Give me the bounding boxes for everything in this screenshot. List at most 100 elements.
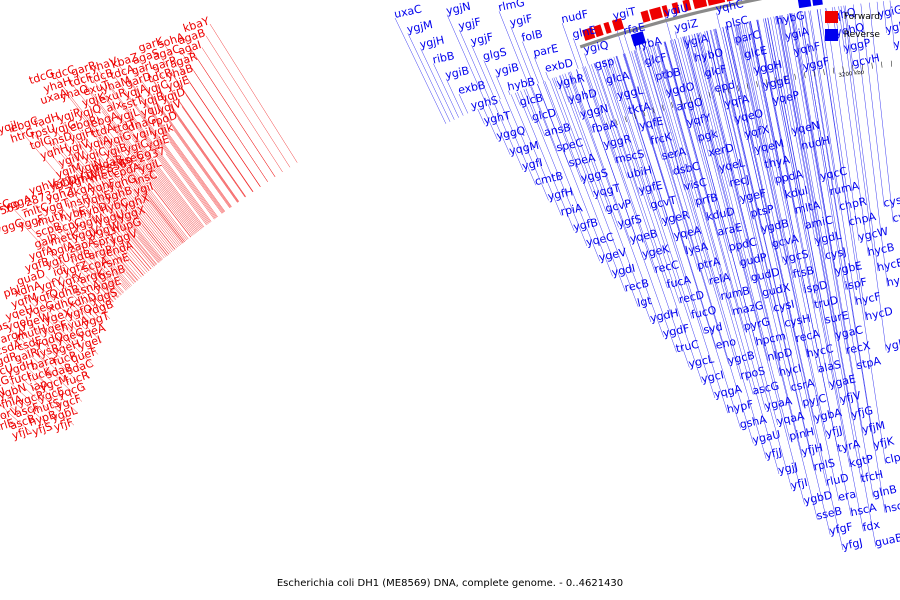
- connector-yfjM: [791, 13, 864, 434]
- connector-insH: [90, 201, 150, 271]
- connector-yqhG: [136, 181, 185, 243]
- gene-label-ygdO: ygdO: [665, 80, 697, 99]
- kbp-label-0: 3200 kbp: [838, 69, 865, 79]
- connector-ygcN: [5, 394, 15, 402]
- gene-label-glcD: glcD: [531, 106, 558, 124]
- gene-label-recB: recB: [623, 277, 650, 295]
- gene-label-yggQ: yggQ: [495, 124, 527, 143]
- connector-pyjC: [715, 28, 804, 407]
- gene-label-gcvP: gcvP: [604, 197, 633, 215]
- connector-yqeH: [33, 311, 68, 346]
- connector-yfjJ: [738, 23, 827, 437]
- gene-label-ubiH: ubiH: [626, 163, 653, 181]
- gene-label-rpoS: rpoS: [739, 364, 766, 382]
- connector-glnE: [573, 38, 584, 68]
- connector-cysI: [706, 30, 775, 312]
- connector-hycF: [809, 10, 857, 306]
- connector-yqeM: [727, 26, 756, 154]
- gene-label-stpA: stpA: [855, 354, 882, 372]
- connector-ygcL: [585, 66, 690, 368]
- connector-yqiG: [131, 138, 202, 230]
- connector-yqhF: [115, 185, 171, 254]
- connector-folB: [522, 41, 539, 84]
- connector-hybO: [688, 35, 696, 62]
- gene-label-yqfA: yqfA: [723, 92, 751, 110]
- connector-yggX: [145, 212, 176, 250]
- gene-label-ygfS: ygfS: [616, 213, 643, 231]
- gene-label-ygbD: ygbD: [803, 489, 834, 508]
- connector-yghT: [477, 108, 485, 125]
- connector-fucK: [45, 367, 53, 375]
- connector-insC: [157, 177, 199, 232]
- gene-label-ptsP: ptsP: [749, 202, 775, 220]
- connector-ygcF: [45, 366, 83, 402]
- connector-ebgA: [118, 118, 203, 229]
- connector-thyA: [734, 24, 766, 169]
- connector-hycH: [853, 4, 888, 287]
- connector-ygiZ: [674, 31, 678, 39]
- gene-label-ygiZ: ygiZ: [673, 17, 700, 35]
- connector-ygfZ: [87, 268, 117, 300]
- gene-label-parC: parC: [733, 28, 761, 46]
- connector-surE: [767, 17, 826, 324]
- gene-label-yqhQ: yqhQ: [834, 20, 866, 39]
- connector-kdul: [749, 21, 786, 199]
- connector-clpB: [817, 9, 886, 464]
- gene-label-tyrA: tyrA: [836, 437, 862, 455]
- connector-ygbE: [791, 13, 837, 275]
- gene-label-yfjG: yfjG: [850, 404, 874, 421]
- connector-yggN: [564, 73, 582, 118]
- gene-label-hybB: hybB: [506, 75, 536, 94]
- connector-yfgF: [710, 29, 831, 535]
- gene-label-ygeK: ygeK: [641, 242, 671, 261]
- gene-label-yqjJ: yqjJ: [139, 101, 162, 119]
- gene-label-glcE: glcE: [743, 44, 768, 62]
- connector-ubiH: [588, 65, 628, 179]
- connector-ppdC: [672, 39, 730, 252]
- connector-metK: [78, 236, 127, 291]
- connector-idi: [66, 272, 104, 312]
- connector-ygdR: [17, 358, 37, 377]
- gene-label-ygfB: ygfB: [572, 216, 599, 234]
- connector-yqjA: [147, 91, 232, 208]
- gene-label-argO: argO: [675, 95, 704, 113]
- gene-label-ispF: ispF: [844, 275, 868, 292]
- gene-label-yqeN: yqeN: [790, 119, 821, 138]
- connector-zapA: [95, 244, 132, 286]
- gene-label-hycC: hycC: [805, 342, 835, 360]
- gene-label-gsp: gsp: [594, 55, 616, 72]
- connector-fdx: [764, 18, 864, 532]
- gene-label-yfjM: yfjM: [861, 419, 886, 436]
- gene-label-ygiG: ygiG: [877, 3, 900, 21]
- connector-yghB: [132, 193, 177, 249]
- connector-yqjB: [164, 98, 239, 203]
- gene-label-ygiA: ygiA: [683, 32, 710, 50]
- connector-epd: [700, 32, 716, 93]
- connector-ygeH: [73, 339, 82, 347]
- connector-ygcW: [825, 8, 860, 241]
- connector-sseB: [696, 33, 818, 520]
- gene-label-ygfI: ygfI: [521, 156, 544, 173]
- connector-ygcI: [594, 63, 703, 383]
- connector-hybD: [107, 209, 156, 266]
- connector-ygcS: [730, 25, 784, 263]
- connector-hscB: [804, 11, 886, 513]
- connector-visC: [642, 47, 686, 191]
- connector-yqeI: [29, 323, 60, 354]
- connector-kbaZ: [138, 59, 240, 202]
- gene-label-hybG: hybG: [775, 9, 806, 28]
- connector-kbaY: [209, 23, 298, 163]
- gene-label-yggE: yggE: [762, 73, 792, 91]
- gene-label-ygdL: ygdL: [814, 229, 844, 247]
- connector-tolC: [51, 142, 155, 267]
- connector-csdA: [21, 347, 45, 369]
- connector-yqeB: [569, 71, 631, 243]
- connector-cysH: [715, 28, 786, 328]
- connector-yqeC: [523, 89, 588, 247]
- connector-recC: [583, 66, 656, 274]
- connector-alx: [122, 106, 210, 224]
- gene-label-ygiT: ygiT: [612, 5, 638, 23]
- connector-csdE: [42, 342, 57, 357]
- gene-label-ygdD: ygdD: [892, 32, 900, 51]
